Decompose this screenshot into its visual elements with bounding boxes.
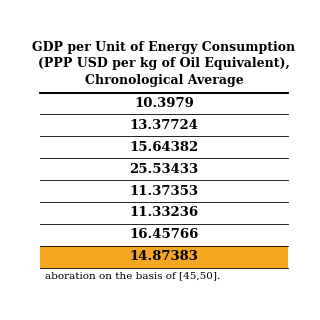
Text: 10.3979: 10.3979 (134, 97, 194, 110)
Text: GDP per Unit of Energy Consumption
(PPP USD per kg of Oil Equivalent),
Chronolog: GDP per Unit of Energy Consumption (PPP … (32, 41, 296, 87)
Text: 11.33236: 11.33236 (129, 206, 199, 220)
Text: aboration on the basis of [45,50].: aboration on the basis of [45,50]. (45, 271, 220, 280)
Text: 25.53433: 25.53433 (129, 163, 199, 176)
Text: 13.37724: 13.37724 (130, 119, 198, 132)
Text: 14.87383: 14.87383 (130, 250, 198, 263)
Bar (40, 246, 288, 268)
Text: 16.45766: 16.45766 (129, 228, 199, 241)
Text: 11.37353: 11.37353 (130, 185, 198, 197)
Text: 15.64382: 15.64382 (129, 141, 199, 154)
